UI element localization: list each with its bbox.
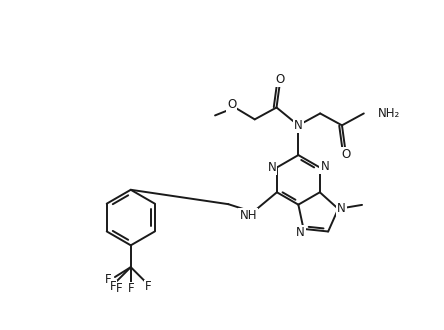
Text: O: O — [227, 98, 237, 111]
Text: F: F — [115, 282, 122, 295]
Text: F: F — [110, 280, 116, 293]
Text: N: N — [337, 202, 345, 215]
Text: F: F — [127, 284, 134, 297]
Text: N: N — [294, 119, 303, 132]
Text: NH: NH — [239, 209, 257, 221]
Text: F: F — [145, 280, 152, 293]
Text: N: N — [296, 226, 305, 239]
Text: F: F — [105, 273, 111, 285]
Text: F: F — [127, 282, 134, 295]
Text: N: N — [321, 160, 329, 173]
Text: O: O — [275, 73, 284, 86]
Text: N: N — [268, 161, 276, 174]
Text: NH₂: NH₂ — [378, 107, 400, 120]
Text: O: O — [341, 148, 351, 161]
